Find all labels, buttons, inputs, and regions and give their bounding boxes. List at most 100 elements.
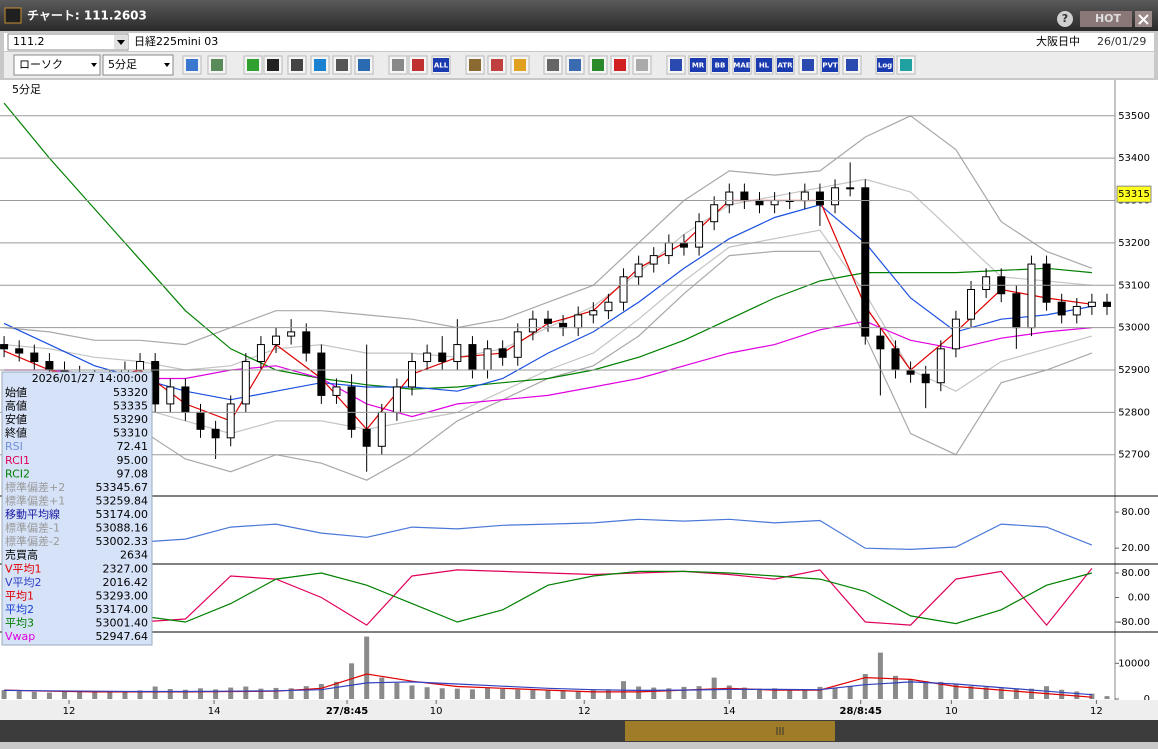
candle-body — [921, 373, 930, 384]
volume-bar — [666, 688, 672, 699]
tool-icon — [877, 58, 893, 72]
tool-icon — [412, 59, 424, 71]
info-label: 平均3 — [5, 616, 34, 630]
tool-label: MAE — [733, 62, 750, 70]
tool-icon — [433, 58, 449, 72]
candle-body — [211, 428, 220, 439]
tool-label: Log — [878, 62, 892, 70]
info-label: RCI1 — [5, 454, 30, 467]
tool-icon — [358, 59, 370, 71]
panel — [4, 518, 1093, 551]
volume-bar — [998, 688, 1004, 699]
scrollbar[interactable] — [0, 720, 1158, 742]
window-title: チャート: 111.2603 — [27, 9, 147, 23]
y-tick-label: -80.00 — [1118, 617, 1150, 628]
candle-body — [136, 361, 145, 371]
info-label: 平均1 — [5, 588, 34, 602]
candle-body — [528, 318, 537, 333]
candle-body — [15, 348, 24, 354]
x-tick-label: 10 — [945, 706, 958, 717]
info-label: 終値 — [5, 427, 27, 440]
candle-body — [166, 386, 175, 405]
candle-body — [1072, 305, 1081, 316]
scroll-thumb[interactable] — [625, 721, 835, 741]
y-tick-label: 52800 — [1118, 407, 1150, 418]
volume-bar — [590, 690, 596, 699]
tool-label: MR — [692, 62, 705, 70]
info-value: 72.41 — [117, 440, 149, 453]
candle-body — [438, 352, 447, 363]
volume-bar — [213, 689, 219, 699]
indicator-line — [4, 681, 1092, 696]
tool-icon — [712, 58, 728, 72]
volume-bar — [530, 690, 536, 699]
candle-body — [181, 386, 190, 413]
volume-bar — [288, 688, 294, 699]
tool-icon — [547, 59, 559, 71]
volume-bar — [333, 681, 339, 699]
info-value: 53290 — [113, 413, 148, 426]
candle-body — [1027, 263, 1036, 329]
volume-bar — [651, 687, 657, 699]
info-label: Vwap — [5, 630, 35, 643]
volume-bar — [469, 689, 475, 699]
x-tick-label: 28/8:45 — [839, 706, 881, 717]
candle-body — [831, 187, 840, 206]
info-value: 53335 — [113, 400, 148, 413]
help-button[interactable] — [1057, 11, 1073, 27]
candle-body — [634, 263, 643, 278]
candle-body — [982, 276, 991, 291]
candle-body — [408, 361, 417, 388]
info-value: 53001.40 — [96, 617, 149, 630]
chart-type-select[interactable] — [13, 54, 101, 76]
volume-bar — [756, 688, 762, 699]
volume-bar — [424, 687, 430, 699]
candle-body — [483, 348, 492, 371]
candle-body — [347, 386, 356, 430]
candle-body — [1042, 263, 1051, 303]
y-tick-label: 80.00 — [1121, 507, 1150, 518]
volume-bar — [303, 686, 309, 699]
info-label: V平均2 — [5, 575, 42, 589]
volume-bar — [862, 674, 868, 699]
candle-body — [679, 242, 688, 248]
volume-bar — [938, 681, 944, 699]
interval: 5分足 — [108, 58, 137, 71]
x-tick-label: 12 — [578, 706, 591, 717]
panel — [1, 636, 1110, 699]
candle-body — [423, 352, 432, 363]
y-tick-label: 53200 — [1118, 238, 1150, 249]
volume-bar — [802, 689, 808, 699]
hot-button[interactable] — [1080, 11, 1132, 27]
candle-body — [377, 411, 386, 447]
volume-bar — [273, 687, 279, 699]
volume-bar — [182, 689, 188, 699]
volume-bar — [923, 681, 929, 699]
candle-body — [604, 301, 613, 312]
interval-select[interactable] — [102, 54, 174, 76]
tool-icon — [614, 59, 626, 71]
info-label: RSI — [5, 440, 23, 453]
volume-bar — [122, 691, 128, 699]
tool-icon — [690, 58, 706, 72]
thumb-grip — [776, 727, 784, 735]
info-value: 53174.00 — [96, 603, 149, 616]
volume-bar — [1, 690, 7, 699]
volume-bar — [107, 692, 113, 699]
candle-body — [543, 318, 552, 324]
volume-bar — [152, 686, 158, 699]
volume-bar — [46, 692, 52, 699]
volume-bar — [349, 663, 355, 699]
candle-body — [498, 348, 507, 358]
tool-icon — [756, 58, 772, 72]
y-tick-label: 53500 — [1118, 111, 1150, 122]
candle-body — [302, 331, 311, 354]
info-label: 高値 — [5, 399, 27, 413]
indicator-line — [3, 568, 1093, 627]
candle-body — [332, 386, 341, 396]
candle-body — [846, 187, 855, 190]
info-label: 標準偏差+2 — [5, 480, 65, 494]
candle-body — [891, 348, 900, 371]
